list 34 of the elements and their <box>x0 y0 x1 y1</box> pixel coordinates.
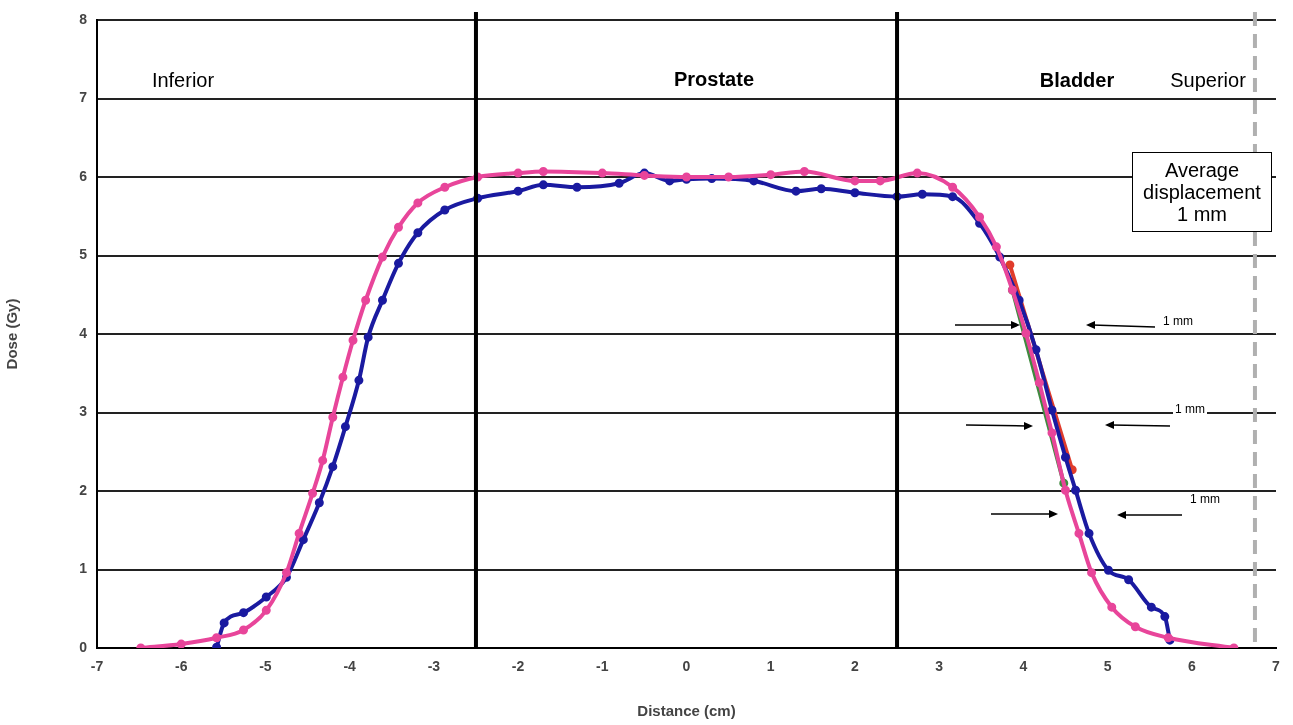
x-tick-label: 5 <box>1103 658 1112 675</box>
x-tick-label: 0 <box>682 658 691 675</box>
y-tick-label: 0 <box>79 638 88 655</box>
x-tick-label: -2 <box>511 658 525 675</box>
x-tick-label: -7 <box>90 658 104 675</box>
y-tick-label: 3 <box>79 403 88 420</box>
x-tick-label: -5 <box>259 658 272 675</box>
annotation: Inferior <box>145 69 221 91</box>
x-tick-label: 4 <box>1019 658 1028 675</box>
annotation: Superior <box>1164 69 1252 91</box>
y-tick-label: 7 <box>79 89 88 106</box>
annotation: 1 mm <box>1188 492 1222 507</box>
y-tick-label: 8 <box>79 10 88 27</box>
x-tick-label: 7 <box>1272 658 1281 675</box>
annotation: Average displacement 1 mm <box>1132 152 1272 232</box>
y-tick-label: 1 <box>79 560 88 577</box>
annotation: 1 mm <box>1161 314 1195 329</box>
x-tick-label: -6 <box>174 658 188 675</box>
x-tick-label: -4 <box>343 658 357 675</box>
x-axis-title: Distance (cm) <box>637 702 736 720</box>
y-axis-title: Dose (Gy) <box>3 298 21 370</box>
x-tick-label: 1 <box>766 658 775 675</box>
x-tick-label: -1 <box>596 658 609 675</box>
x-tick-label: 3 <box>935 658 944 675</box>
y-tick-label: 5 <box>79 246 88 263</box>
x-tick-label: -3 <box>427 658 441 675</box>
x-tick-label: 6 <box>1187 658 1196 675</box>
x-tick-label: 2 <box>851 658 860 675</box>
annotation: 1 mm <box>1173 402 1207 417</box>
annotation: Prostate <box>667 68 761 90</box>
y-tick-label: 2 <box>79 481 88 498</box>
y-tick-label: 6 <box>79 167 88 184</box>
annotation: Bladder <box>1033 69 1121 91</box>
y-tick-label: 4 <box>79 324 88 341</box>
